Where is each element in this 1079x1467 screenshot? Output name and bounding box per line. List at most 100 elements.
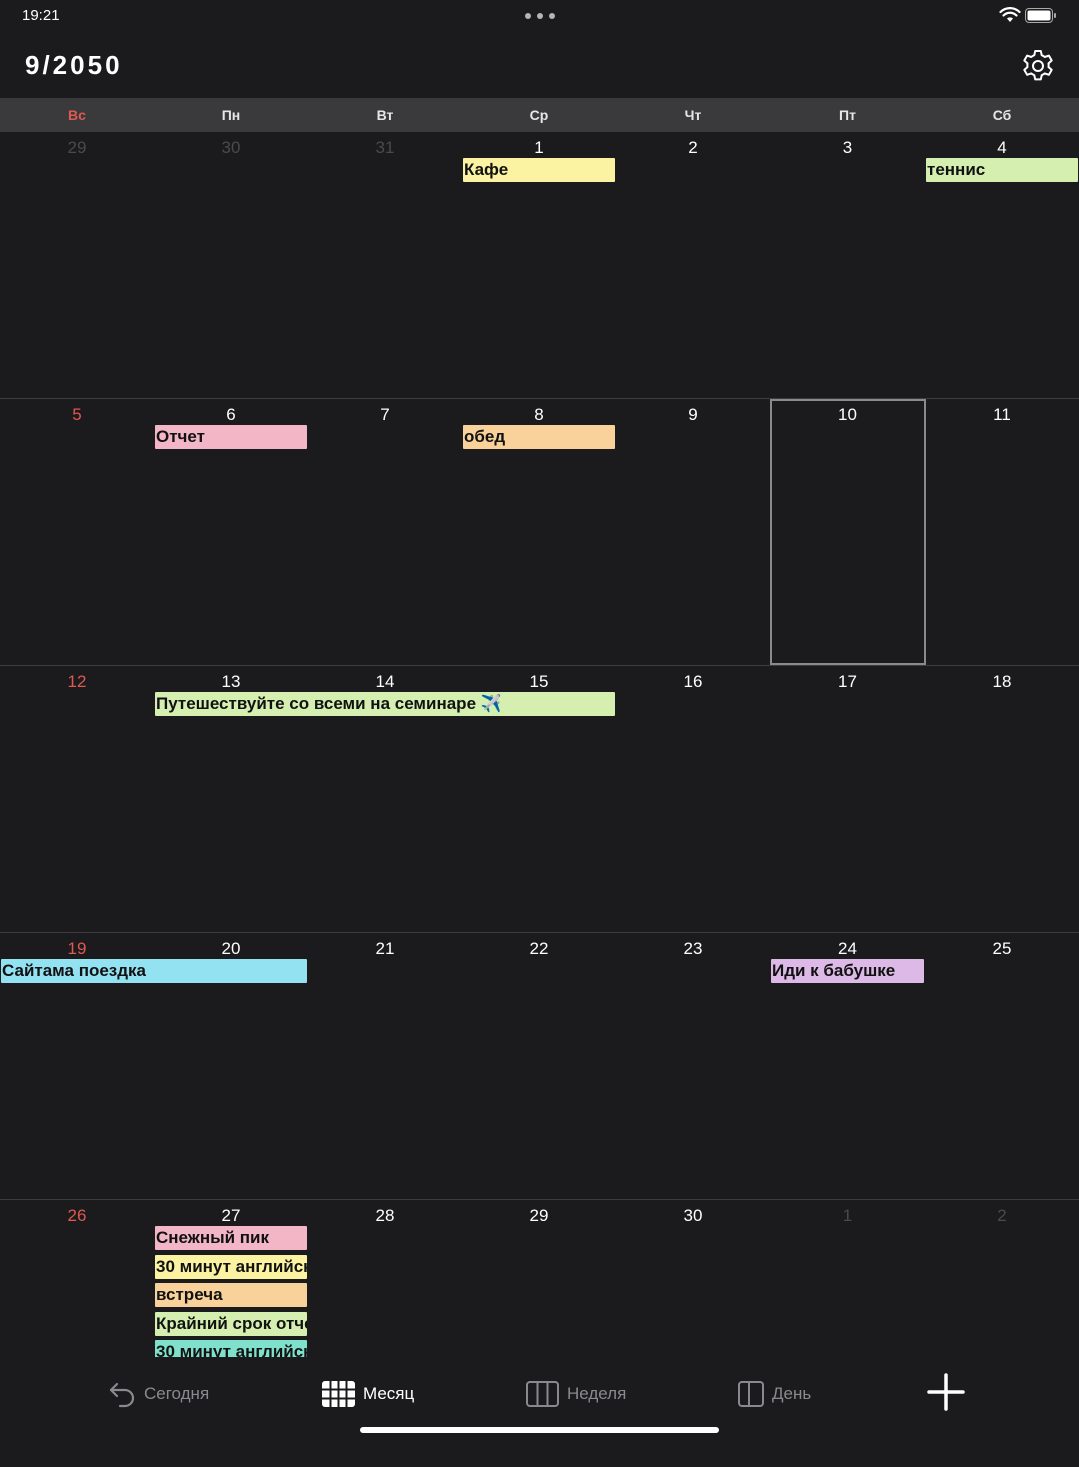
- event-chip[interactable]: Снежный пик: [155, 1226, 307, 1250]
- weekday-header: Вс Пн Вт Ср Чт Пт Сб: [0, 98, 1079, 132]
- week-divider: [0, 398, 1079, 399]
- day-cell[interactable]: [925, 933, 1079, 1200]
- weekday-label: Вс: [68, 107, 86, 123]
- weekday-label: Пт: [839, 107, 856, 123]
- day-number: 5: [72, 405, 82, 424]
- event-chip[interactable]: встреча: [155, 1283, 307, 1307]
- day-cell[interactable]: [308, 132, 462, 399]
- day-number: 13: [221, 672, 241, 691]
- day-number: 8: [534, 405, 544, 424]
- day-cell[interactable]: [154, 132, 308, 399]
- tab-today-label: Сегодня: [144, 1384, 210, 1403]
- day-number: 31: [375, 138, 395, 157]
- day-cell[interactable]: [925, 666, 1079, 933]
- day-number: 11: [993, 405, 1011, 424]
- day-cell[interactable]: [0, 666, 154, 933]
- day-number: 18: [992, 672, 1012, 691]
- header: 9/2050: [0, 32, 1079, 98]
- event-chip[interactable]: обед: [463, 425, 615, 449]
- day-number: 4: [997, 138, 1007, 157]
- day-cell[interactable]: [925, 399, 1079, 666]
- event-chip[interactable]: Сайтама поездка: [1, 959, 307, 983]
- weekday-label: Пн: [221, 107, 241, 123]
- day-cell[interactable]: [308, 399, 462, 666]
- status-bar: 19:21: [0, 0, 1079, 32]
- event-chip[interactable]: Отчет: [155, 425, 307, 449]
- day-number: 12: [67, 672, 87, 691]
- event-chip[interactable]: Путешествуйте со всеми на семинаре ✈️: [155, 692, 615, 716]
- week-divider: [0, 665, 1079, 666]
- day-cell[interactable]: [770, 666, 925, 933]
- day-number: 2: [997, 1206, 1007, 1225]
- tab-month-label: Месяц: [363, 1384, 415, 1403]
- battery-icon: [1025, 8, 1056, 23]
- wifi-icon: [999, 7, 1021, 22]
- day-number: 23: [683, 939, 703, 958]
- weekday-label: Ср: [529, 107, 549, 123]
- day-number: 20: [221, 939, 241, 958]
- day-number: 29: [67, 138, 87, 157]
- day-cell[interactable]: [0, 399, 154, 666]
- today-highlight: [770, 399, 926, 665]
- day-number: 27: [221, 1206, 241, 1225]
- day-number: 2: [688, 138, 698, 157]
- week-divider: [0, 932, 1079, 933]
- day-number: 15: [529, 672, 549, 691]
- day-cell[interactable]: [616, 399, 770, 666]
- day-number: 24: [838, 939, 857, 958]
- week-divider: [0, 1199, 1079, 1200]
- month-grid: 29 30 31 1 2 3 4 5 6 7 8 9 10 11 12 13 14 15 16 17 18 19 20 21 2…: [0, 132, 1079, 1364]
- tab-week-label: Неделя: [567, 1384, 627, 1403]
- day-number: 29: [529, 1206, 549, 1225]
- day-number: 7: [380, 405, 390, 424]
- day-number: 19: [67, 939, 87, 958]
- day-number: 14: [375, 672, 395, 691]
- day-number: 6: [226, 405, 236, 424]
- day-number: 1: [842, 1206, 853, 1225]
- event-chip[interactable]: Иди к бабушке: [771, 959, 924, 983]
- day-number: 16: [683, 672, 703, 691]
- day-number: 25: [992, 939, 1012, 958]
- gear-icon[interactable]: [1021, 49, 1055, 83]
- day-cell[interactable]: [308, 933, 462, 1200]
- day-number: 26: [67, 1206, 87, 1225]
- month-grid-icon: [322, 1381, 355, 1407]
- month-title: 9/2050: [25, 50, 123, 80]
- day-cell[interactable]: [616, 666, 770, 933]
- event-chip[interactable]: 30 минут английского: [155, 1254, 307, 1279]
- day-number: 21: [375, 939, 395, 958]
- day-number: 3: [842, 138, 853, 157]
- tab-bar: Сегодня Месяц Неделя День: [0, 1357, 1079, 1440]
- multitasking-dots-icon[interactable]: [523, 10, 557, 20]
- day-number: 28: [375, 1206, 395, 1225]
- day-number: 22: [529, 939, 549, 958]
- day-cell[interactable]: [616, 132, 770, 399]
- plus-icon[interactable]: [927, 1373, 965, 1411]
- status-time: 19:21: [22, 7, 60, 24]
- weekday-label: Сб: [992, 107, 1012, 123]
- day-cell[interactable]: [0, 132, 154, 399]
- event-chip[interactable]: Кафе: [463, 158, 615, 182]
- day-number: 30: [221, 138, 241, 157]
- tab-today[interactable]: Сегодня: [108, 1377, 209, 1411]
- day-number: 17: [838, 672, 857, 691]
- event-chip[interactable]: теннис: [926, 158, 1078, 182]
- weekday-label: Чт: [684, 107, 702, 123]
- day-number: 1: [534, 138, 544, 157]
- tab-day-label: День: [772, 1384, 812, 1403]
- day-number: 10: [838, 405, 857, 424]
- day-number: 30: [683, 1206, 703, 1225]
- home-indicator: [360, 1427, 719, 1433]
- day-cell[interactable]: [770, 132, 925, 399]
- day-cell[interactable]: [462, 933, 616, 1200]
- tab-day[interactable]: День: [738, 1377, 811, 1411]
- event-chip[interactable]: Крайний срок отчета: [155, 1311, 307, 1336]
- day-columns-icon: [738, 1381, 764, 1407]
- day-cell[interactable]: [616, 933, 770, 1200]
- week-columns-icon: [526, 1381, 559, 1407]
- back-arrow-icon: [109, 1382, 135, 1408]
- weekday-label: Вт: [376, 107, 394, 123]
- tab-week[interactable]: Неделя: [526, 1377, 626, 1411]
- day-number: 9: [688, 405, 698, 424]
- tab-month[interactable]: Месяц: [322, 1377, 414, 1411]
